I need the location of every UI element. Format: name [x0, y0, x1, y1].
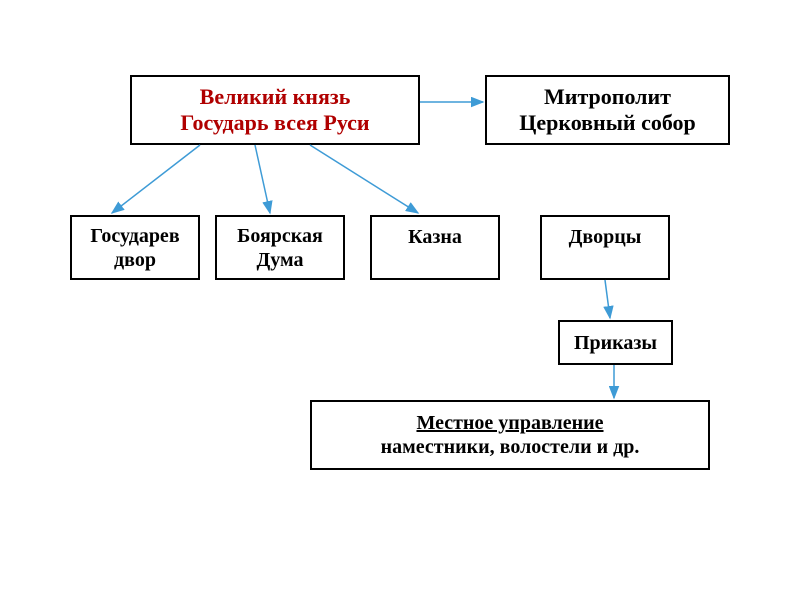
node-grand-prince-line2: Государь всея Руси	[180, 110, 369, 136]
edge-prince-to-gosudarev-dvor	[112, 145, 200, 213]
node-gosudarev-dvor-line2: двор	[114, 248, 156, 272]
node-boyar-duma-line1: Боярская	[237, 224, 323, 248]
node-metropolitan: Митрополит Церковный собор	[485, 75, 730, 145]
node-prikazy-line1: Приказы	[574, 331, 657, 355]
node-local-admin-line2: наместники, волостели и др.	[381, 435, 640, 459]
node-boyar-duma-line2: Дума	[257, 248, 304, 272]
node-palaces: Дворцы	[540, 215, 670, 280]
node-gosudarev-dvor-line1: Государев	[90, 224, 179, 248]
node-local-admin: Местное управление наместники, волостели…	[310, 400, 710, 470]
node-grand-prince: Великий князь Государь всея Руси	[130, 75, 420, 145]
edge-palaces-to-prikazy	[605, 280, 610, 318]
node-local-admin-line1: Местное управление	[416, 411, 603, 435]
node-palaces-line1: Дворцы	[569, 225, 642, 249]
node-metropolitan-line2: Церковный собор	[519, 110, 696, 136]
node-metropolitan-line1: Митрополит	[544, 84, 671, 110]
node-gosudarev-dvor: Государев двор	[70, 215, 200, 280]
edge-prince-to-boyar-duma	[255, 145, 270, 213]
node-treasury-line1: Казна	[408, 225, 462, 249]
node-grand-prince-line1: Великий князь	[200, 84, 351, 110]
node-prikazy: Приказы	[558, 320, 673, 365]
node-boyar-duma: Боярская Дума	[215, 215, 345, 280]
edge-prince-to-treasury	[310, 145, 418, 213]
node-treasury: Казна	[370, 215, 500, 280]
